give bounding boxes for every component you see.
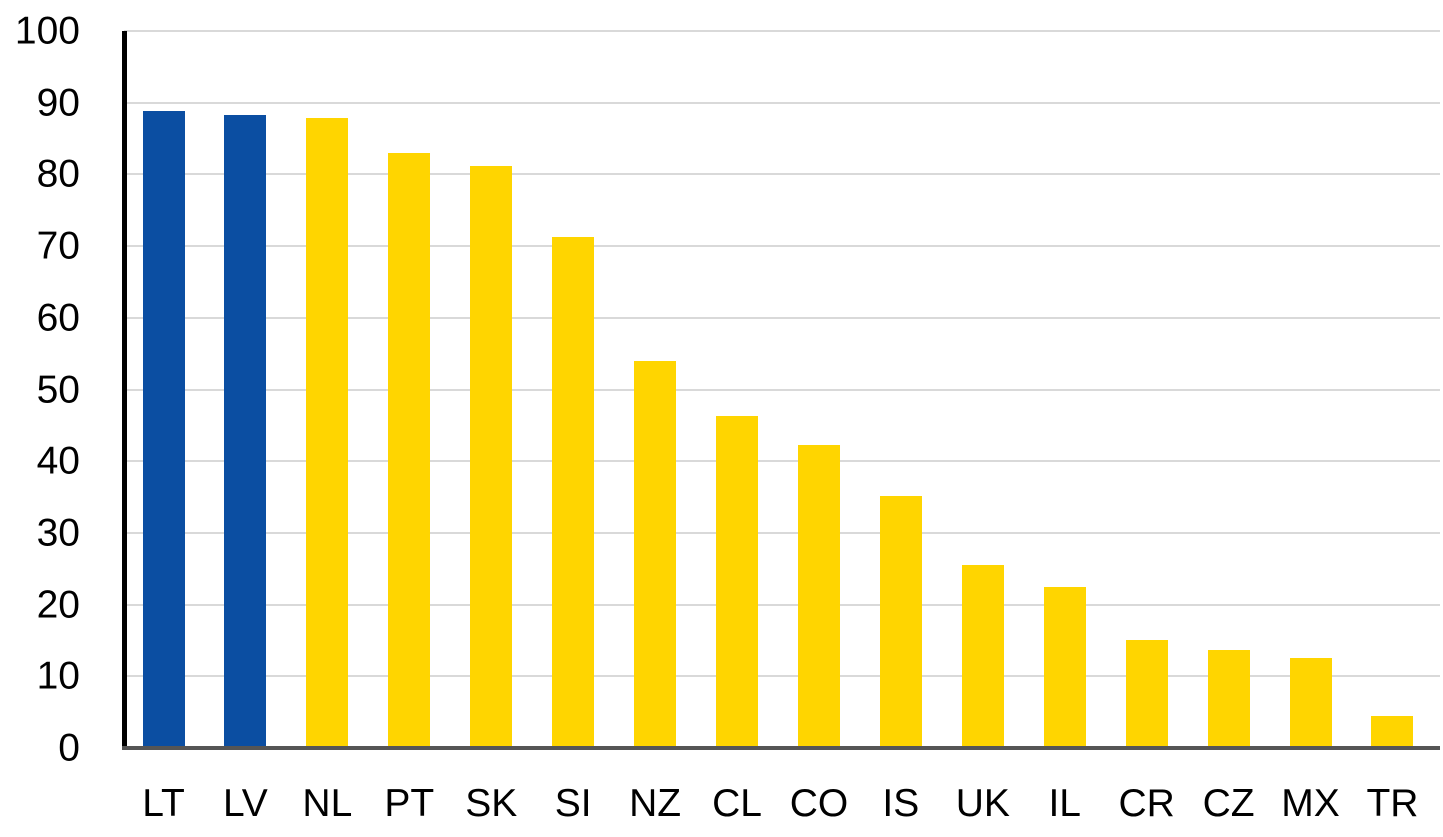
gridline (124, 460, 1440, 463)
x-tick-label-cl: CL (712, 782, 762, 825)
y-tick-label: 10 (36, 654, 80, 698)
gridline (124, 101, 1440, 104)
bar-lt (142, 110, 185, 748)
x-tick-label-is: IS (882, 782, 920, 825)
x-tick-label-co: CO (789, 782, 849, 825)
bar-cl (716, 416, 758, 748)
x-tick-label-lt: LT (142, 782, 185, 825)
bar-cz (1207, 650, 1250, 748)
x-tick-label-uk: UK (955, 782, 1010, 825)
bar-nl (306, 117, 349, 748)
y-tick-label: 100 (14, 9, 80, 53)
x-tick-label-il: IL (1048, 782, 1081, 825)
bar-si (552, 237, 595, 748)
gridline (124, 603, 1440, 606)
y-tick-label: 90 (36, 81, 80, 125)
bar-mx (1289, 658, 1332, 748)
bar-sk (470, 165, 513, 748)
y-tick-label: 40 (36, 439, 80, 483)
x-tick-label-nl: NL (302, 782, 353, 825)
gridline (124, 388, 1440, 391)
x-tick-label-tr: TR (1366, 782, 1419, 825)
y-tick-label: 0 (58, 726, 80, 770)
bar-il (1043, 586, 1086, 748)
y-tick-label: 60 (36, 296, 80, 340)
gridline (124, 675, 1440, 678)
y-tick-label: 20 (36, 583, 80, 627)
gridline (124, 531, 1440, 534)
bar-lv (224, 114, 267, 748)
gridline (124, 30, 1440, 32)
bar-cr (1125, 640, 1168, 748)
bar-is (879, 495, 922, 748)
gridline (124, 316, 1440, 319)
x-tick-label-pt: PT (384, 782, 435, 825)
x-tick-label-cz: CZ (1202, 782, 1255, 825)
x-tick-label-cr: CR (1118, 782, 1175, 825)
gridline (124, 245, 1440, 248)
y-tick-label: 50 (36, 368, 80, 411)
x-tick-label-sk: SK (465, 782, 518, 825)
x-tick-label-nz: NZ (629, 782, 682, 825)
x-tick-label-si: SI (554, 782, 592, 825)
bar-pt (388, 152, 431, 748)
y-tick-label: 70 (36, 224, 80, 268)
y-tick-label: 80 (36, 152, 80, 196)
bar-nz (634, 360, 677, 748)
x-tick-label-lv: LV (223, 782, 268, 825)
x-tick-label-mx: MX (1281, 782, 1340, 825)
gridline (124, 173, 1440, 176)
bar-uk (961, 565, 1004, 748)
y-tick-label: 30 (36, 511, 80, 555)
bar-tr (1371, 715, 1414, 748)
y-axis-line (122, 31, 127, 750)
bar-co (797, 445, 840, 748)
x-axis-baseline (122, 746, 1440, 750)
